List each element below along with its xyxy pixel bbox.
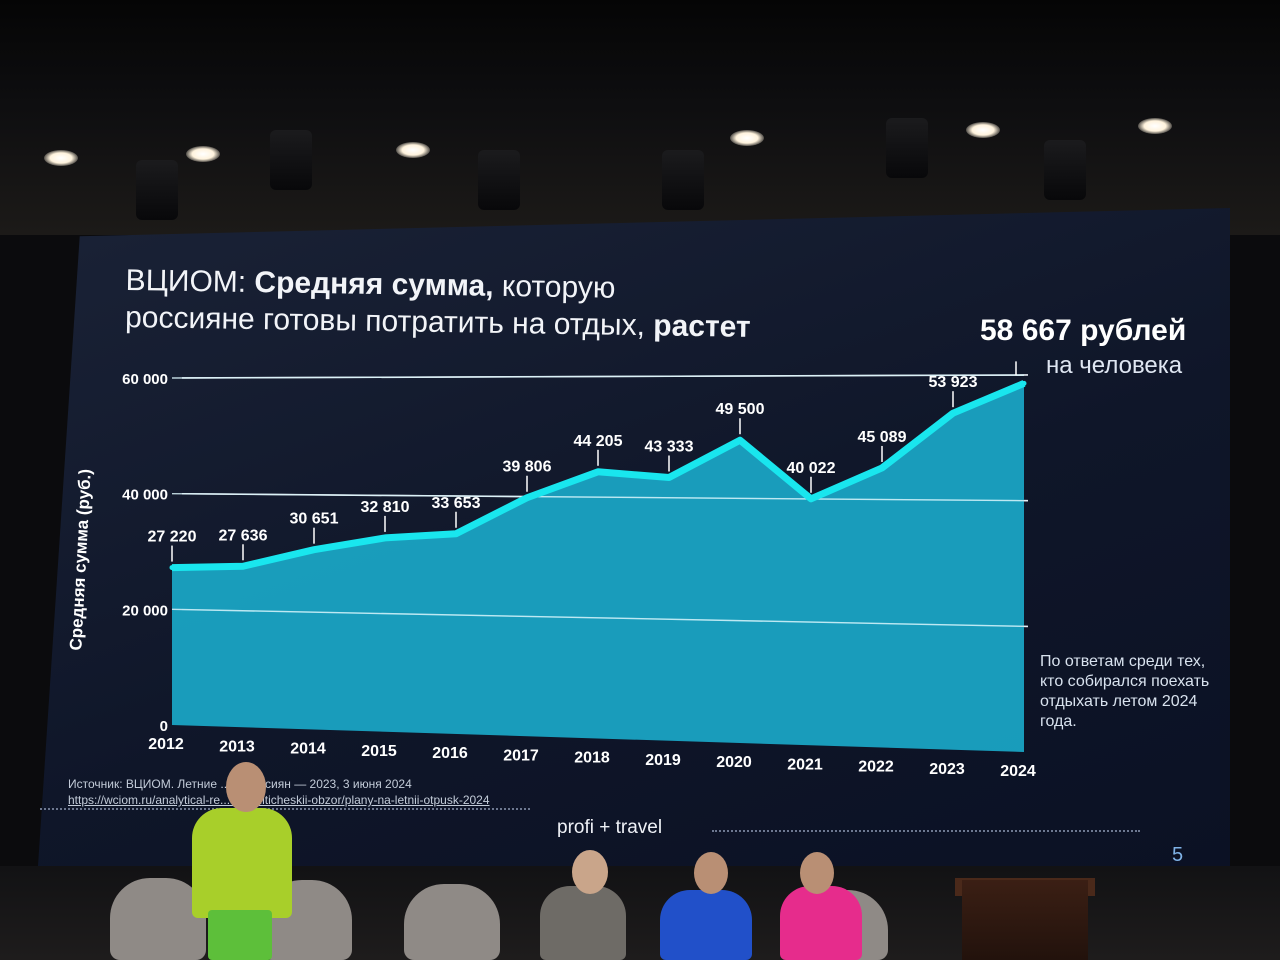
data-point (453, 531, 459, 537)
panelist-head (694, 852, 728, 894)
footer-divider (712, 830, 1140, 832)
panelist-grey (540, 886, 626, 960)
x-tick-label: 2015 (361, 743, 397, 760)
speaker-standing (192, 808, 292, 918)
data-label: 53 923 (929, 374, 978, 391)
data-label: 45 089 (858, 429, 907, 446)
data-point (240, 563, 246, 569)
stage-chair (110, 878, 206, 960)
data-label: 39 806 (503, 459, 552, 476)
panelist-head (800, 852, 834, 894)
x-tick-label: 2012 (148, 736, 184, 753)
x-tick-label: 2017 (503, 747, 539, 764)
data-point (382, 535, 388, 541)
data-point (950, 410, 956, 416)
data-point (808, 496, 814, 502)
ceiling-projector (886, 118, 928, 178)
x-tick-label: 2022 (858, 759, 894, 776)
y-tick-label: 60 000 (122, 371, 168, 388)
footnote-respondents: По ответам среди тех, кто собирался поех… (1040, 653, 1210, 730)
headline-value: 58 667 рублей (980, 314, 1187, 347)
gridline-over-area (171, 374, 1025, 379)
data-label: 33 653 (432, 495, 481, 512)
y-axis-label: Средняя сумма (руб.) (66, 468, 94, 650)
data-point (595, 469, 601, 475)
footer-divider (40, 808, 530, 810)
ceiling-projector (136, 160, 178, 220)
data-label: 32 810 (361, 499, 410, 516)
speaker-head (226, 762, 266, 812)
gridline-over-area (171, 608, 1025, 628)
data-label: 27 636 (219, 527, 268, 544)
data-point (169, 565, 175, 571)
ceiling-projector (478, 150, 520, 210)
area-layer (169, 361, 1027, 752)
slide-page-number: 5 (1172, 844, 1184, 866)
x-tick-label: 2020 (716, 754, 752, 771)
ceiling-projector (270, 130, 312, 190)
podium (962, 880, 1088, 960)
data-point (524, 495, 530, 501)
x-tick-label: 2021 (787, 756, 823, 773)
speaker-legs (208, 910, 272, 960)
panelist-blue (660, 890, 752, 960)
ceiling-projector (662, 150, 704, 210)
ceiling-light (966, 122, 1000, 138)
y-tick-label: 0 (160, 718, 168, 735)
source-citation: Источник: ВЦИОМ. Летние ... ы россиян — … (68, 776, 548, 808)
venue-ceiling (0, 0, 1280, 235)
x-tick-label: 2014 (290, 741, 326, 758)
ceiling-light (186, 146, 220, 162)
data-point (311, 547, 317, 553)
y-tick-label: 40 000 (122, 487, 168, 504)
brand-logo-text: profi + travel (557, 817, 663, 838)
ceiling-projector (1044, 140, 1086, 200)
panelist-pink (780, 886, 862, 960)
x-tick-label: 2019 (645, 752, 681, 769)
ceiling-light (396, 142, 430, 158)
data-point (879, 465, 885, 471)
data-label: 49 500 (716, 401, 765, 418)
panelist-head (572, 850, 608, 894)
stage-chair (404, 884, 500, 960)
ceiling-light (44, 150, 78, 166)
data-label: 44 205 (574, 433, 623, 450)
y-tick-label: 20 000 (122, 602, 168, 619)
data-label: 30 651 (290, 511, 339, 528)
x-tick-label: 2013 (219, 738, 255, 755)
ceiling-light (730, 130, 764, 146)
gridline-over-area (171, 492, 1025, 502)
x-tick-label: 2023 (929, 761, 965, 778)
label-layer: 0 20 000 40 000 60 000 27 220 2012 27 636 2013 3… (122, 371, 1036, 780)
data-label: 40 022 (787, 460, 836, 477)
data-point (666, 475, 672, 481)
data-label: 43 333 (645, 439, 694, 456)
x-tick-label: 2016 (432, 745, 468, 762)
ceiling-light (1138, 118, 1172, 134)
x-tick-label: 2018 (574, 750, 610, 767)
headline-subtitle: на человека (1046, 352, 1183, 379)
area-fill (172, 383, 1024, 752)
data-point (1021, 380, 1027, 386)
data-label: 27 220 (148, 529, 197, 546)
data-point (737, 437, 743, 443)
x-tick-label: 2024 (1000, 763, 1036, 780)
source-link[interactable]: https://wciom.ru/analytical-re...s/anali… (68, 793, 490, 807)
